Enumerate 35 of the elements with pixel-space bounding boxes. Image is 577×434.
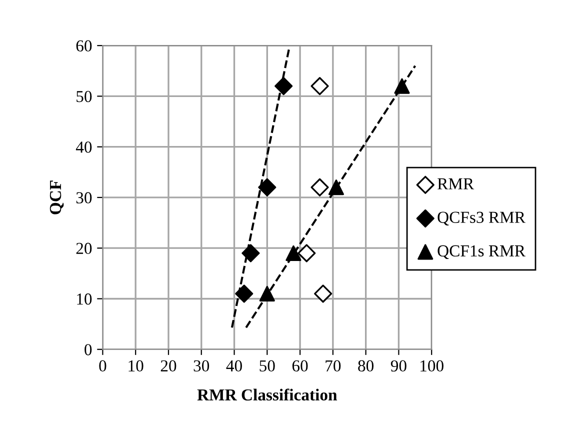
- point: [314, 284, 332, 303]
- point: [286, 245, 302, 261]
- y-tick-label: 0: [84, 344, 92, 356]
- x-axis-title: RMR Classification: [197, 388, 338, 401]
- point: [328, 180, 344, 196]
- y-tick-label: 30: [76, 192, 92, 204]
- x-tick-label: 0: [99, 360, 106, 372]
- legend-label: QCFs3 RMR: [438, 212, 526, 226]
- y-tick-label: 50: [76, 90, 92, 102]
- x-tick-label: 40: [226, 360, 242, 372]
- legend-label: RMR: [438, 178, 474, 190]
- legend-label: QCF1s RMR: [438, 245, 526, 260]
- x-tick-label: 70: [326, 360, 341, 372]
- x-tick-label: 30: [194, 360, 210, 372]
- point: [235, 284, 254, 303]
- y-tick-label: 10: [77, 293, 92, 305]
- y-tick-label: 60: [76, 40, 92, 52]
- y-tick-label: 20: [76, 242, 92, 254]
- x-tick-label: 80: [358, 360, 374, 372]
- point: [394, 78, 410, 94]
- x-tick-label: 20: [160, 360, 176, 372]
- point: [274, 77, 293, 96]
- x-tick-label: 60: [292, 360, 308, 372]
- point: [242, 244, 260, 262]
- point: [298, 244, 316, 262]
- x-tick-label: 50: [260, 360, 275, 372]
- point: [258, 178, 276, 196]
- point: [310, 178, 329, 196]
- point: [259, 286, 275, 302]
- y-tick-label: 40: [76, 142, 92, 153]
- x-tick-label: 10: [128, 360, 144, 372]
- x-tick-label: 90: [390, 360, 406, 372]
- point: [310, 77, 329, 96]
- y-axis-title: QCF: [50, 180, 64, 214]
- x-tick-label: 100: [420, 360, 444, 372]
